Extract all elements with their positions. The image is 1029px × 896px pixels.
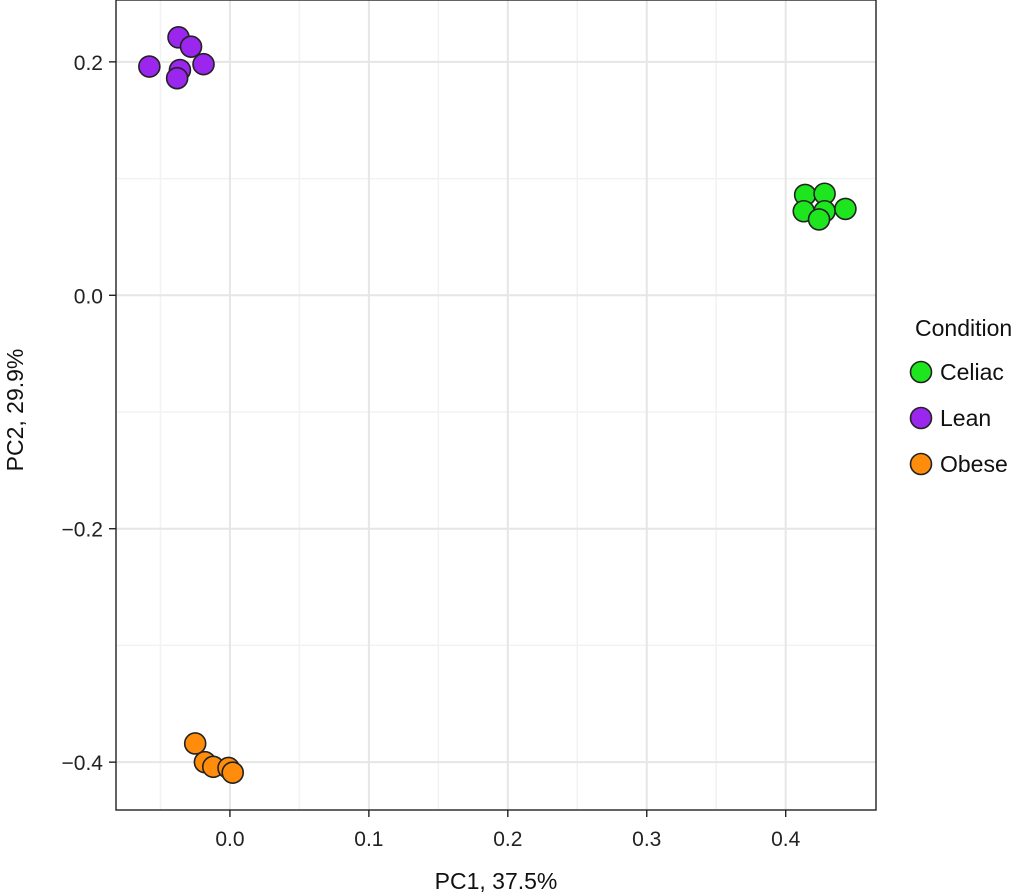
y-axis-ticks: −0.4 −0.2 0.0 0.2 [62, 52, 116, 775]
minor-gridlines [116, 0, 876, 810]
lean-point [165, 66, 189, 90]
y-tick-label: 0.0 [74, 285, 103, 308]
data-points [138, 26, 857, 784]
lean-point [179, 35, 203, 58]
y-tick-label: 0.2 [74, 52, 103, 75]
x-axis-ticks: 0.0 0.1 0.2 0.3 0.4 [215, 810, 801, 851]
lean-point [192, 52, 215, 76]
legend-label-lean: Lean [940, 405, 991, 431]
plot-panel-border [115, 0, 877, 811]
lean-point [138, 55, 161, 78]
x-tick-label: 0.2 [493, 828, 522, 851]
legend: Condition Celiac Lean Obese [909, 315, 1012, 477]
x-tick-label: 0.0 [215, 828, 244, 851]
major-gridlines [116, 0, 876, 810]
y-tick-label: −0.2 [62, 519, 103, 542]
x-tick-label: 0.1 [354, 828, 383, 851]
legend-label-celiac: Celiac [940, 359, 1004, 385]
y-axis-title: PC2, 29.9% [2, 349, 28, 472]
obese-point [221, 761, 245, 784]
legend-key-obese [909, 452, 933, 476]
x-axis-title: PC1, 37.5% [435, 868, 558, 894]
celiac-point [807, 208, 831, 231]
y-tick-label: −0.4 [62, 752, 104, 775]
celiac-point [834, 197, 857, 221]
x-tick-label: 0.4 [771, 828, 801, 851]
x-tick-label: 0.3 [632, 828, 661, 851]
legend-key-celiac [909, 360, 933, 384]
obese-point [183, 732, 207, 755]
legend-label-obese: Obese [940, 451, 1008, 477]
legend-title: Condition [915, 315, 1012, 341]
legend-key-lean [909, 406, 933, 430]
